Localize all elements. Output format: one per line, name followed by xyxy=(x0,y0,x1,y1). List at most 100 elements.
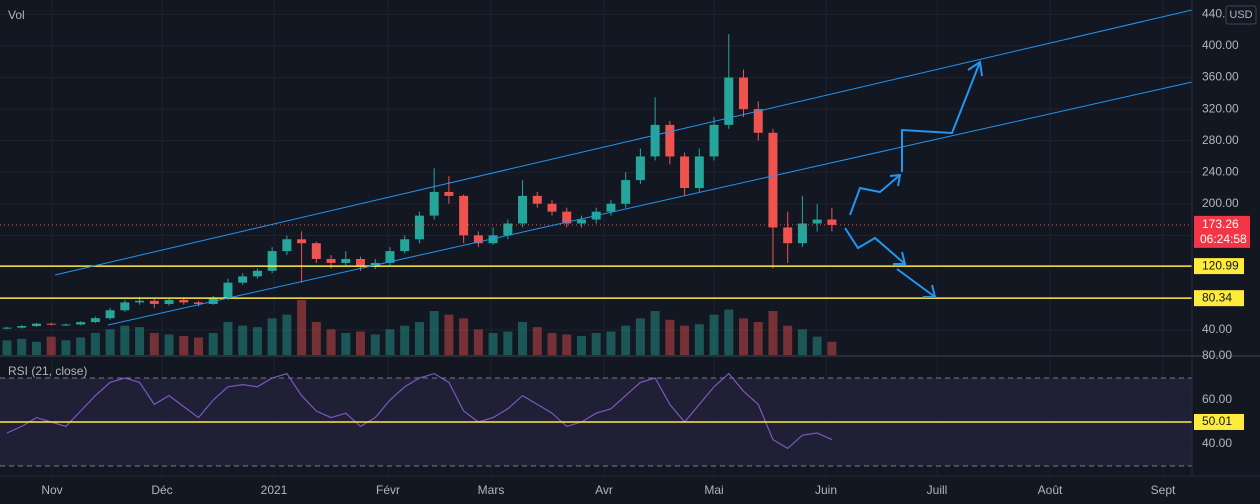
arrow-up-1 xyxy=(849,174,901,216)
candle-body xyxy=(429,191,439,216)
volume-bar xyxy=(694,324,704,355)
volume-bar xyxy=(311,322,321,355)
rsi-level-label: 50.01 xyxy=(1202,414,1232,428)
arrowhead xyxy=(967,60,983,77)
candle-body xyxy=(812,219,822,224)
time-tick-label: Nov xyxy=(41,483,62,497)
volume-bar xyxy=(459,318,469,355)
volume-bar xyxy=(709,314,719,355)
arrowhead xyxy=(923,284,937,298)
volume-bar xyxy=(429,311,439,355)
rsi-level-tag xyxy=(1194,413,1244,430)
time-tick-label: Juin xyxy=(815,483,837,497)
time-tick-label: Juill xyxy=(927,483,948,497)
candle-body xyxy=(356,258,366,267)
rsi-title: RSI (21, close) xyxy=(8,364,87,378)
candle-body xyxy=(680,156,690,188)
candle-body xyxy=(46,323,56,325)
volume-bar xyxy=(650,311,660,355)
candle-body xyxy=(76,322,86,325)
volume-label: Vol xyxy=(8,8,25,22)
volume-bar xyxy=(17,338,27,355)
candle-body xyxy=(473,235,483,244)
time-tick-label: Févr xyxy=(376,483,400,497)
volume-bar xyxy=(797,329,807,355)
volume-bar xyxy=(665,319,675,355)
candle-body xyxy=(827,219,837,225)
candle-body xyxy=(267,251,277,271)
volume-bar xyxy=(223,322,233,355)
candle-body xyxy=(694,156,704,188)
volume-bar xyxy=(414,322,424,355)
volume-bar xyxy=(61,340,71,355)
candle-body xyxy=(797,223,807,244)
candle-body xyxy=(2,327,12,329)
volume-bar xyxy=(179,335,189,355)
candle-body xyxy=(297,239,307,244)
volume-bar xyxy=(356,331,366,355)
candle-body xyxy=(179,300,189,303)
candle-body xyxy=(238,276,248,283)
level-label: 120.99 xyxy=(1202,258,1239,272)
arrow-up-2 xyxy=(901,61,981,172)
volume-bar xyxy=(576,335,586,355)
candle-body xyxy=(17,326,27,328)
volume-bar xyxy=(238,325,248,355)
candle-body xyxy=(135,300,145,303)
time-tick-label: Déc xyxy=(151,483,172,497)
candle-body xyxy=(547,203,557,212)
candle-body xyxy=(90,318,100,323)
volume-bar xyxy=(739,318,748,355)
candle-body xyxy=(61,324,71,326)
volume-bar xyxy=(488,333,498,355)
y-tick-label: 200.00 xyxy=(1202,196,1239,210)
volume-bar xyxy=(444,314,454,355)
candle-body xyxy=(724,77,734,125)
rsi-tick-label: 60.00 xyxy=(1202,392,1232,406)
level-tag xyxy=(1194,258,1244,275)
volume-bar xyxy=(282,314,292,355)
volume-bar xyxy=(812,336,822,355)
candle-body xyxy=(252,270,262,277)
candle-body xyxy=(326,258,336,263)
candle-body xyxy=(311,243,321,259)
candle-body xyxy=(650,124,660,157)
volume-bar xyxy=(518,322,528,355)
volume-bar xyxy=(105,329,115,355)
candle-body xyxy=(621,180,631,204)
candle-body xyxy=(120,302,130,311)
volume-bar xyxy=(370,334,380,355)
volume-bar xyxy=(680,325,690,355)
volume-bar xyxy=(90,333,100,355)
volume-bar xyxy=(562,334,572,355)
volume-bar xyxy=(326,329,336,355)
volume-bar xyxy=(503,331,513,355)
time-tick-label: Avr xyxy=(595,483,613,497)
candle-body xyxy=(414,215,424,240)
y-tick-label: 360.00 xyxy=(1202,70,1239,84)
currency-box[interactable] xyxy=(1225,5,1257,25)
volume-bar xyxy=(400,325,410,355)
candle-body xyxy=(753,109,763,133)
volume-bar xyxy=(783,325,793,355)
candle-body xyxy=(282,239,292,252)
volume-bar xyxy=(193,337,203,355)
candle-body xyxy=(459,195,469,236)
channel-lower xyxy=(107,81,1193,326)
volume-bar xyxy=(76,337,86,355)
volume-bar xyxy=(635,318,645,355)
volume-bar xyxy=(753,322,763,355)
time-tick-label: Août xyxy=(1038,483,1063,497)
volume-bar xyxy=(385,329,395,355)
y-tick-label: 320.00 xyxy=(1202,101,1239,115)
arrowhead xyxy=(893,251,907,265)
candle-body xyxy=(400,239,410,252)
volume-bar xyxy=(31,341,41,355)
volume-bar xyxy=(606,331,616,355)
volume-bar xyxy=(164,334,174,355)
candle-body xyxy=(606,203,616,212)
candle-body xyxy=(193,302,203,304)
time-tick-label: Sept xyxy=(1151,483,1176,497)
volume-bar xyxy=(341,333,351,355)
